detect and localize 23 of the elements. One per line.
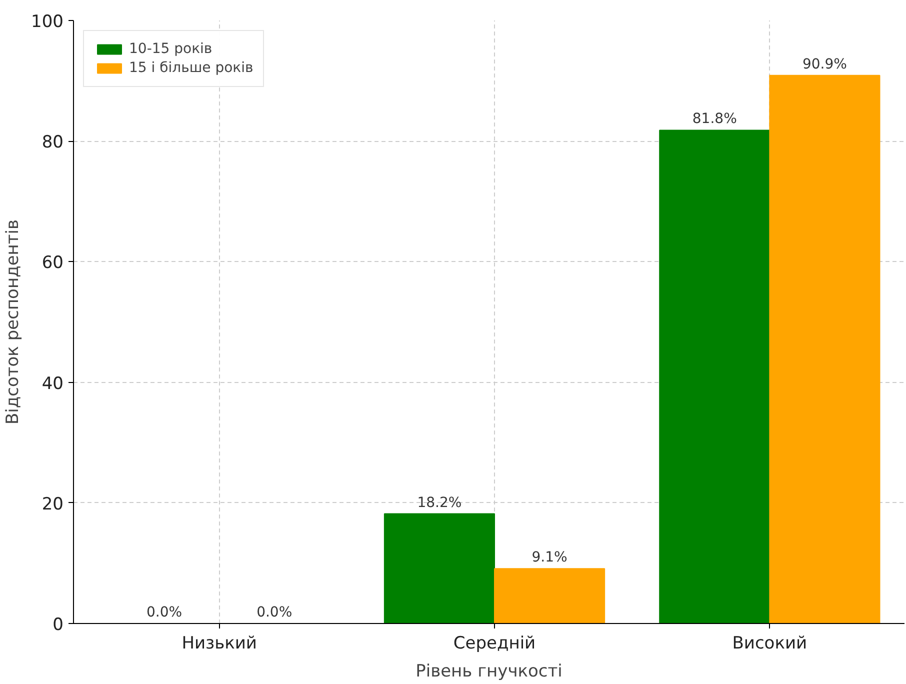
y-tick-label: 40: [42, 374, 64, 394]
x-tick-label: Середній: [453, 634, 536, 654]
data-label: 0.0%: [146, 604, 182, 620]
bar: [659, 130, 770, 624]
y-tick-label: 100: [31, 12, 64, 32]
data-label: 81.8%: [692, 111, 737, 128]
bar: [494, 568, 606, 624]
y-tick-label: 20: [42, 494, 64, 514]
legend-label: 15 і більше років: [129, 60, 254, 76]
data-label: 9.1%: [532, 550, 568, 566]
y-tick-label: 0: [52, 615, 64, 635]
data-label: 0.0%: [256, 604, 292, 620]
data-label: 90.9%: [802, 56, 847, 72]
data-label: 18.2%: [417, 494, 462, 511]
y-axis-title: Відсоток респондентів: [3, 219, 24, 425]
y-tick-label: 80: [42, 132, 64, 153]
y-tick-label: 60: [42, 253, 64, 274]
x-axis-title: Рівень гнучкості: [416, 662, 562, 682]
x-tick-label: Низький: [182, 634, 257, 654]
bar: [769, 74, 880, 624]
bar: [384, 513, 496, 624]
x-tick-label: Високий: [732, 634, 808, 654]
legend-label: 10-15 років: [129, 41, 212, 57]
